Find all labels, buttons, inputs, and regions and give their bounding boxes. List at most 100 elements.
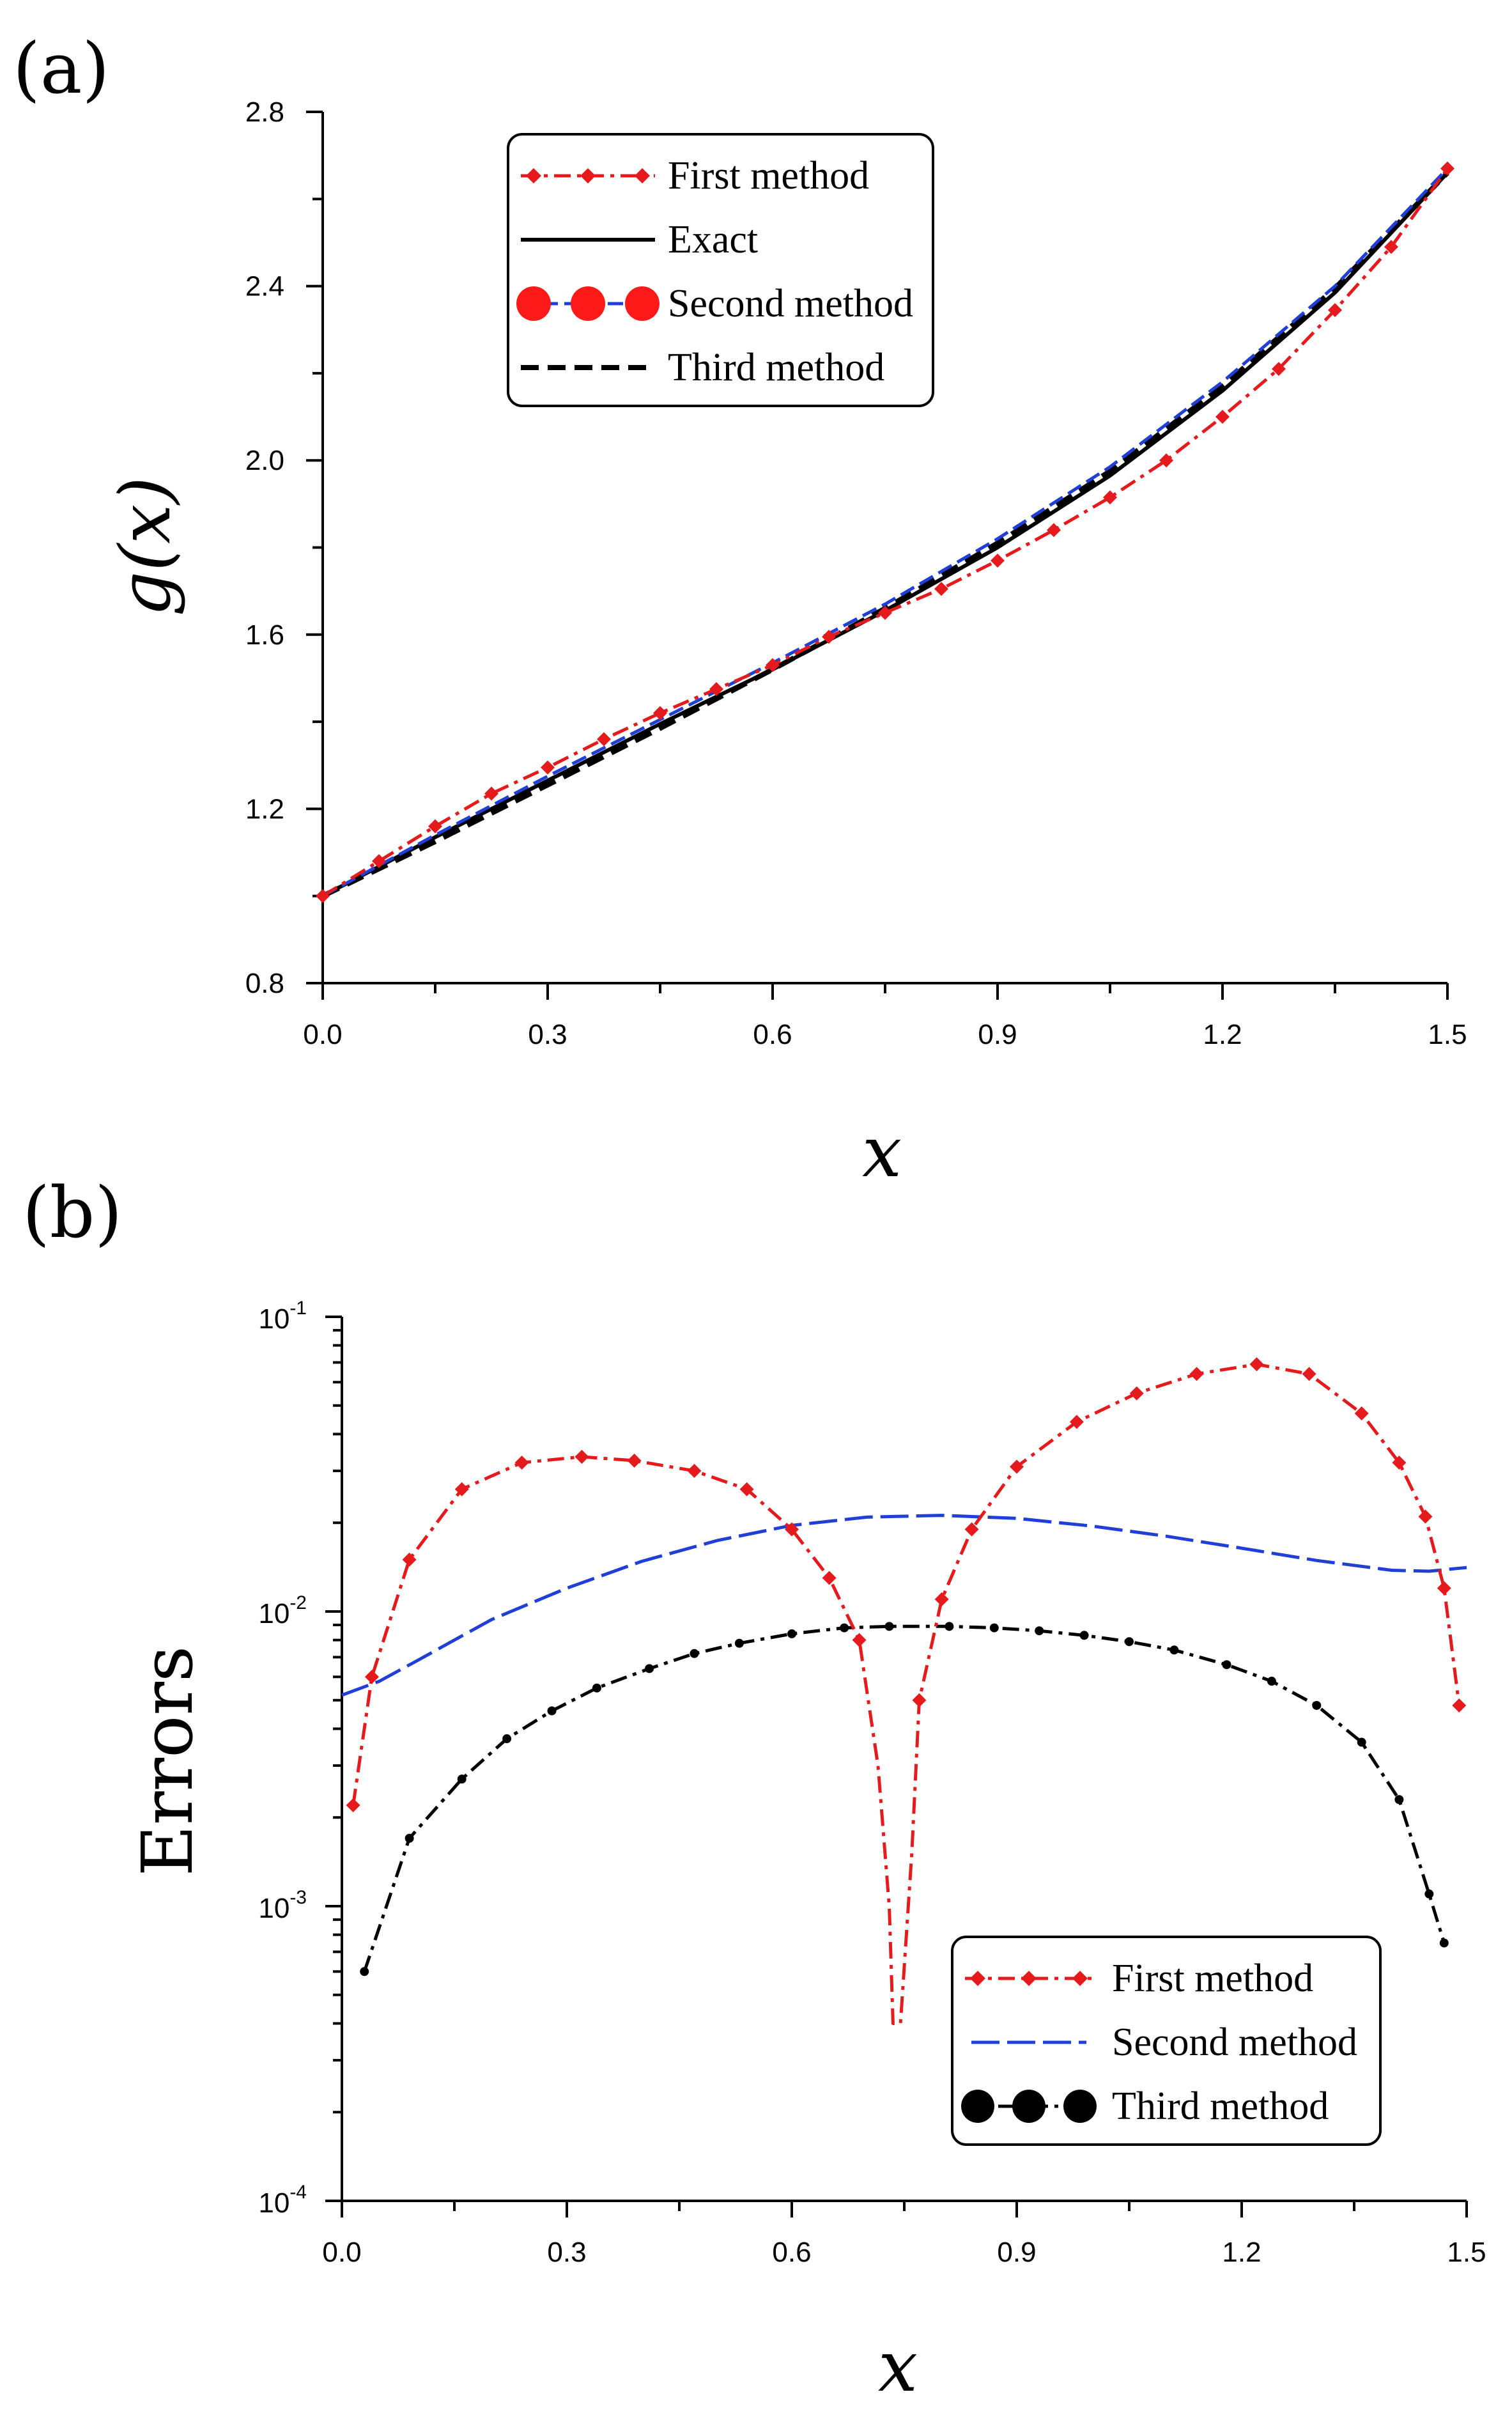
b-third-method-point [945,1622,954,1631]
a-first-method-point [1272,362,1286,377]
b-first-method-point [514,1456,529,1470]
panel-b-chart: 0.0 0.3 0.6 0.9 1.2 1.5 10-4 10-3 10-2 10-1 x Err… [127,1298,1486,2407]
b-third-method-point [1035,1626,1044,1636]
a-legend-second-label: Second method [668,282,913,325]
a-x-tick-label: 0.3 [528,1019,567,1050]
b-third-method-point [360,1967,369,1976]
a-legend-first-marker-2 [580,168,596,183]
b-third-method-point [1169,1645,1179,1655]
b-third-method-point [547,1706,557,1716]
b-legend-box [951,1936,1382,2146]
a-legend-exact: Exact [521,218,758,261]
a-first-method-point [653,706,667,720]
b-first-method-point [1010,1459,1024,1474]
b-y-axis-title: Errors [127,1646,208,1877]
b-first-method-point [1302,1367,1316,1381]
b-y-tick-label: 10-4 [258,2182,307,2219]
a-legend-second-marker-1 [516,286,551,321]
b-legend-third-marker-3 [1063,2090,1097,2123]
b-first-method-point [1437,1581,1451,1596]
a-first-method-point [316,889,330,903]
b-first-method-point [454,1482,469,1496]
b-third-method-point [989,1623,999,1633]
a-series-first-method-line [321,167,1449,897]
b-third-method-point [1312,1700,1322,1710]
b-third-method-point [787,1629,796,1638]
a-x-tick-label: 0.9 [978,1019,1017,1050]
a-x-tick-label: 0.0 [303,1019,342,1050]
b-legend-third: Third method [961,2085,1329,2128]
b-first-method-point [402,1552,417,1567]
panel-label-a: (a) [13,27,109,109]
b-series-second-method-line [341,1514,1467,1697]
b-first-method-point [1249,1357,1264,1372]
b-legend-first-marker-2 [1021,1971,1037,1986]
a-first-method-point [709,681,723,696]
a-legend-second: Second method [516,282,913,325]
a-y-tick-label: 2.8 [245,97,284,128]
b-third-method-point [1079,1631,1089,1640]
a-first-method-point [991,553,1005,568]
a-first-method-point [597,732,611,747]
a-y-tick-label: 2.4 [245,271,284,302]
b-third-method-point [405,1833,414,1843]
b-x-axis-title: x [878,2326,918,2407]
b-first-method-point [364,1670,379,1684]
b-first-method-point [1129,1386,1144,1401]
b-first-method-point [785,1522,799,1537]
b-third-method-point [1439,1938,1449,1948]
b-x-tick-label: 0.9 [997,2237,1036,2268]
b-third-method-point [1222,1660,1231,1670]
b-third-method-point [734,1638,744,1648]
b-third-method-point [1357,1737,1366,1747]
a-x-tick-label: 1.2 [1203,1019,1242,1050]
a-y-tick-label: 2.0 [245,445,284,476]
a-y-tick-label: 0.8 [245,968,284,999]
a-y-tick-label: 1.2 [245,793,284,825]
b-x-tick-label: 0.6 [772,2237,811,2268]
a-legend-first-marker-1 [526,168,541,183]
a-first-method-point [1159,453,1173,468]
a-first-method-point [1103,490,1117,505]
a-legend-first-label: First method [668,154,869,198]
b-third-method-point [1267,1677,1276,1686]
b-x-tick-label: 1.2 [1222,2237,1261,2268]
b-first-method-point [964,1522,979,1537]
b-y-tick-label: 10-3 [258,1887,307,1924]
a-y-axis-title: g(x) [104,477,186,616]
b-x-tick-label: 0.0 [322,2237,361,2268]
b-legend-third-marker-2 [1012,2090,1045,2123]
b-first-method-point [1392,1456,1407,1470]
b-first-method-point [1354,1406,1369,1421]
b-legend-first-label: First method [1112,1957,1313,2000]
b-legend-first: First method [965,1957,1313,2000]
a-first-method-point [1328,303,1342,318]
b-first-method-point [934,1592,949,1606]
panel-label-b: (b) [22,1172,122,1254]
a-first-method-point [484,786,498,801]
b-legend-third-marker-1 [961,2090,994,2123]
b-first-method-point [822,1571,837,1585]
b-third-method-point [690,1649,699,1658]
b-first-method-point [1418,1509,1433,1524]
a-legend-third: Third method [521,346,884,389]
a-first-method-point [541,760,555,775]
a-first-method-point [822,630,836,644]
b-third-method-point [457,1774,467,1784]
b-legend-first-marker-1 [970,1971,985,1986]
a-first-method-point [428,819,442,834]
a-first-method-point [1384,240,1398,254]
a-legend-second-marker-2 [571,286,605,321]
b-third-method-point [840,1623,849,1633]
b-legend: First method Second method Third method [951,1936,1382,2146]
b-first-method-point [1069,1415,1084,1429]
b-first-method-point [575,1449,589,1464]
b-first-method-point [687,1464,702,1479]
a-first-method-point [1047,523,1061,538]
b-first-method-point [739,1482,754,1496]
a-legend: First method Exact Second method Third m… [507,133,934,407]
a-legend-first: First method [521,154,869,198]
b-legend-third-label: Third method [1112,2085,1329,2128]
b-legend-first-marker-3 [1072,1971,1088,1986]
